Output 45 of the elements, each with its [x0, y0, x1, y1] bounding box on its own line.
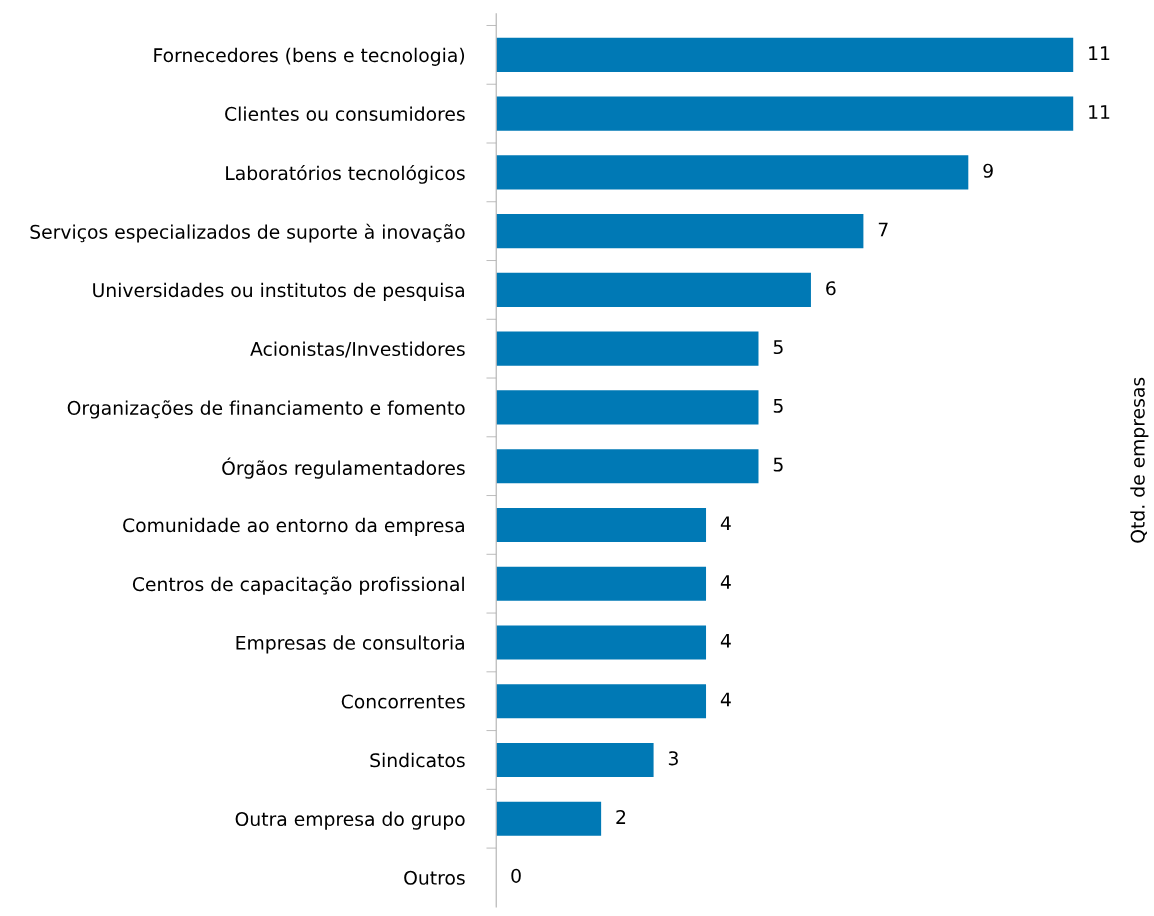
bar — [496, 214, 864, 249]
data-label: 2 — [616, 809, 626, 824]
bar — [496, 390, 759, 425]
bar — [496, 37, 1074, 72]
y-tick-label: Empresas de consultoria — [236, 635, 464, 654]
data-label: 0 — [511, 868, 521, 883]
bar — [496, 566, 707, 601]
bar — [496, 96, 1074, 131]
y-tick-label: Órgãos regulamentadores — [222, 457, 465, 479]
data-label: 5 — [773, 457, 783, 472]
bar — [496, 507, 707, 542]
data-label: 4 — [720, 692, 731, 707]
bar — [496, 684, 707, 719]
y-tick-label: Serviços especializados de suporte à inovação — [30, 223, 465, 243]
y-tick-label: Comunidade ao entorno da empresa — [123, 517, 464, 536]
data-label: 4 — [720, 633, 731, 648]
y-tick-label: Outros — [404, 870, 465, 885]
data-label: 5 — [773, 340, 783, 355]
data-label: 4 — [720, 516, 731, 531]
data-label: 3 — [668, 751, 678, 766]
y-tick-label: Universidades ou institutos de pesquisa — [93, 282, 464, 301]
bar — [496, 801, 602, 836]
y-tick-label: Centros de capacitação profissional — [132, 576, 464, 595]
data-label: 7 — [878, 222, 888, 237]
y-tick-label: Sindicatos — [370, 752, 465, 768]
data-label: 11 — [1089, 46, 1110, 61]
y-tick-label: Acionistas/Investidores — [250, 341, 465, 358]
data-label: 4 — [720, 575, 731, 589]
y-tick-label: Concorrentes — [341, 694, 465, 709]
bar — [496, 449, 759, 484]
y-axis-title: Qtd. de empresas — [1130, 377, 1149, 543]
y-tick-label: Outra empresa do grupo — [235, 811, 465, 830]
bar — [496, 155, 969, 190]
y-tick-label: Laboratórios tecnológicos — [226, 164, 465, 184]
data-label: 6 — [826, 281, 836, 296]
y-tick-label: Clientes ou consumidores — [225, 106, 465, 122]
bar — [496, 272, 811, 307]
bar — [496, 742, 654, 777]
y-tick-label: Organizações de financiamento e fomento — [67, 400, 465, 419]
data-label: 11 — [1089, 105, 1110, 119]
bar — [496, 331, 759, 366]
data-label: 5 — [773, 398, 783, 413]
y-tick-label: Fornecedores (bens e tecnologia) — [154, 47, 465, 66]
bar — [496, 625, 707, 660]
data-label: 9 — [983, 163, 993, 178]
